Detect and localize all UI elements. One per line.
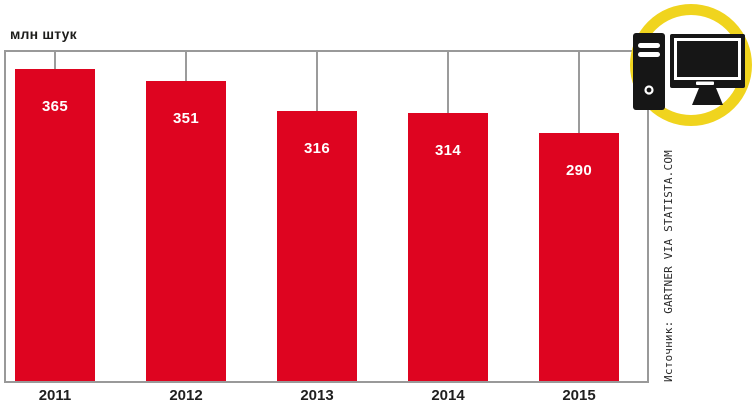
source-credit: Источник: GARTNER VIA STATISTA.COM [662,150,675,382]
bar-value-label: 351 [173,110,199,128]
bar: 314 [408,112,488,381]
connector-line [578,52,580,134]
connector-line [447,52,449,113]
x-axis-labels: 2011 2012 2013 2014 2015 [6,387,647,405]
bar-slot: 365 [15,52,95,381]
connector-line [316,52,318,111]
tower-slot [638,43,660,48]
bar: 316 [277,110,357,381]
monitor-slot [696,81,714,85]
tower-slot [638,52,660,57]
x-tick-label: 2014 [431,387,465,404]
chart-plot-area: 365 351 316 314 290 [4,50,649,383]
x-tick-label: 2011 [38,387,72,404]
y-axis-unit-label: млн штук [10,26,77,42]
desktop-computer-icon [630,4,752,126]
power-button-icon [644,85,654,95]
x-tick-label: 2013 [300,387,334,404]
bar-slot: 316 [277,52,357,381]
bar-slot: 290 [539,52,619,381]
bar-value-label: 314 [435,141,461,159]
bar-value-label: 290 [566,162,592,180]
bar-slot: 314 [408,52,488,381]
bar-value-label: 365 [42,98,68,116]
bar: 365 [15,69,95,381]
bar: 290 [539,133,619,381]
connector-line [185,52,187,82]
bar-slot: 351 [146,52,226,381]
monitor-screen [677,41,738,77]
connector-line [54,52,56,70]
pc-monitor-stand [692,88,723,105]
bar-value-label: 316 [304,139,330,157]
x-tick-label: 2012 [169,387,203,404]
bar: 351 [146,81,226,381]
x-tick-label: 2015 [562,387,596,404]
